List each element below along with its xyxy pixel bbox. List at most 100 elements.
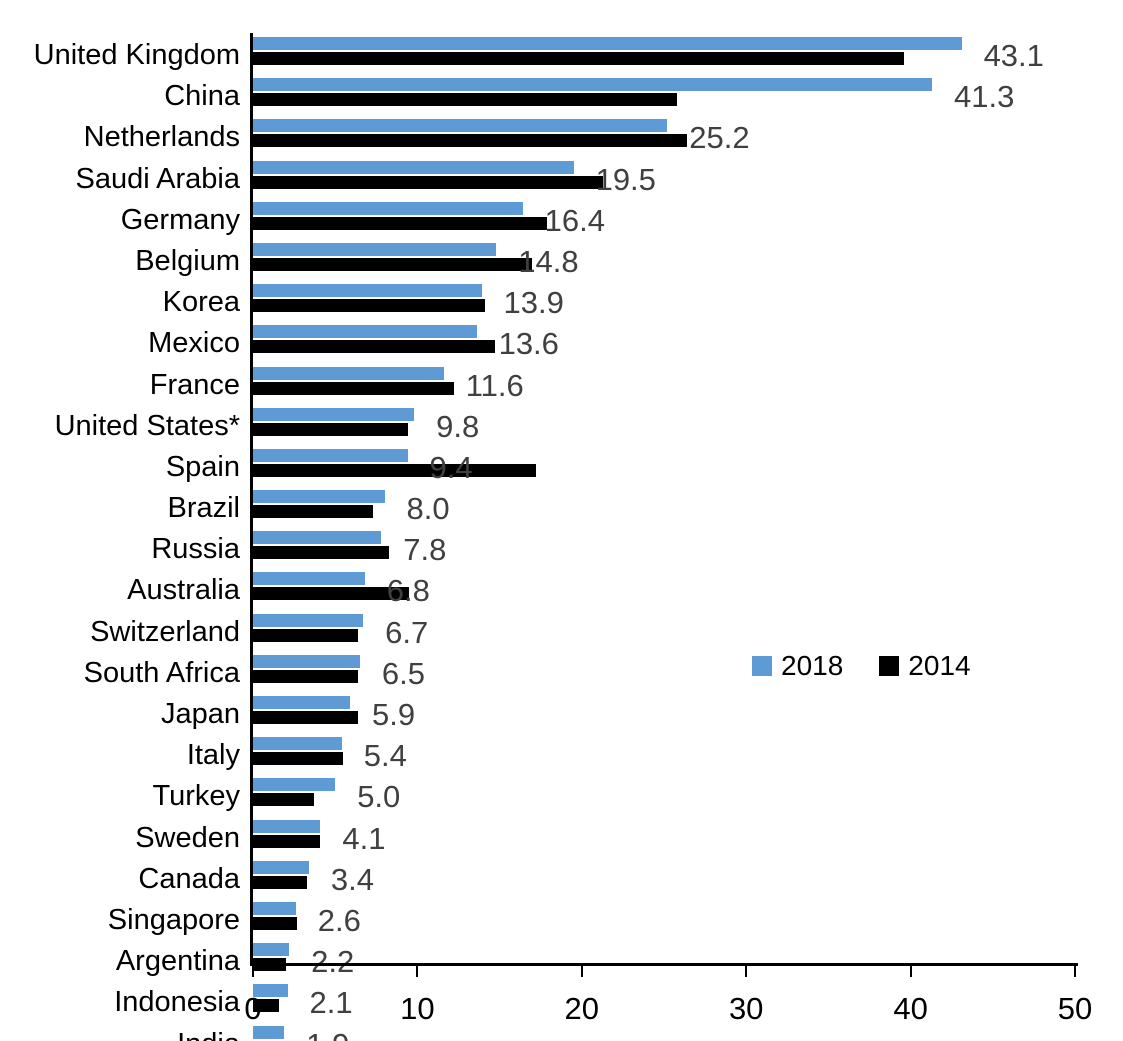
bar-2014	[253, 752, 344, 766]
value-label: 41.3	[953, 79, 1015, 115]
bar-2018	[253, 984, 288, 998]
value-label: 16.4	[544, 202, 605, 238]
bar-2018	[253, 654, 360, 668]
bar-row: Switzerland 6.7	[90, 613, 1075, 651]
x-axis-tick	[416, 966, 419, 977]
category-label: Singapore	[107, 903, 240, 936]
bar-row: Canada 3.4	[138, 860, 1075, 898]
x-axis-tick-label: 20	[564, 991, 600, 1026]
legend-label-2018: 2018	[781, 650, 844, 681]
bar-row: Saudi Arabia 19.5	[76, 160, 1075, 198]
category-label: Netherlands	[83, 121, 240, 154]
category-label: Turkey	[152, 780, 240, 813]
value-label: 2.6	[317, 902, 361, 938]
category-label: Russia	[151, 533, 240, 566]
value-label: 2.2	[311, 944, 355, 980]
plot-area: United Kingdom 43.1 China 41.3 Netherlands 25…	[34, 33, 1075, 1041]
bar-row: United States* 9.8	[55, 407, 1075, 445]
y-axis-line	[250, 33, 253, 966]
bar-2014	[253, 999, 280, 1013]
bar-row: Russia 7.8	[151, 531, 1075, 568]
bar-2018	[253, 284, 482, 298]
value-label: 6.8	[386, 573, 430, 609]
x-axis-tick	[252, 966, 254, 977]
bar-row: Netherlands 25.2	[84, 119, 1075, 156]
category-label: United Kingdom	[33, 39, 240, 71]
bar-2014	[253, 546, 390, 560]
category-label: Italy	[186, 739, 240, 772]
bar-row: Singapore 2.6	[108, 901, 1075, 939]
value-label: 5.0	[357, 779, 401, 815]
bar-2018	[253, 407, 415, 421]
x-axis-tick	[1074, 966, 1076, 977]
bar-row: Brazil 8.0	[167, 490, 1075, 527]
bar-2018	[253, 1025, 285, 1039]
value-label: 25.2	[689, 120, 750, 156]
legend-swatch-2014	[879, 656, 900, 676]
category-label: Japan	[160, 698, 240, 730]
category-label: Brazil	[167, 492, 240, 525]
bar-2018	[253, 901, 296, 915]
bar-2018	[253, 572, 365, 586]
bar-2018	[253, 943, 290, 957]
x-axis-tick	[580, 966, 583, 977]
category-label: France	[149, 368, 240, 401]
bar-row: Japan 5.9	[161, 696, 1075, 733]
category-label: Spain	[165, 450, 240, 483]
bar-2018	[253, 778, 336, 792]
x-axis-tick-label: 50	[1057, 991, 1093, 1026]
value-label: 43.1	[983, 38, 1044, 73]
value-label: 9.4	[429, 449, 473, 485]
bar-row: Sweden 4.1	[135, 819, 1075, 857]
bar-row: Turkey 5.0	[152, 778, 1075, 815]
bar-2018	[253, 490, 385, 504]
bar-2014	[253, 587, 410, 601]
bar-row: Korea 13.9	[163, 284, 1075, 321]
legend-swatch-2018	[752, 656, 772, 676]
category-label: Sweden	[135, 821, 240, 854]
category-label: Switzerland	[90, 615, 240, 648]
bar-2014	[253, 340, 495, 354]
bar-2014	[253, 134, 688, 148]
legend-item-2014: 2014	[879, 650, 971, 682]
category-label: Mexico	[148, 327, 240, 360]
bar-2014	[253, 93, 678, 107]
category-label: Korea	[162, 286, 240, 319]
bar-2018	[253, 737, 342, 751]
bar-2014	[253, 422, 408, 436]
category-label: Australia	[127, 574, 240, 607]
legend: 2018 2014	[752, 650, 971, 682]
bar-2014	[253, 711, 359, 724]
bar-2014	[253, 381, 454, 395]
bar-2014	[253, 463, 536, 477]
bar-2018	[253, 448, 408, 462]
value-label: 9.8	[436, 408, 480, 444]
value-label: 8.0	[406, 491, 450, 527]
bar-row: Italy 5.4	[187, 737, 1075, 774]
bar-2018	[253, 37, 962, 50]
bar-2018	[253, 325, 477, 339]
bar-2018	[253, 613, 364, 627]
bar-row: Germany 16.4	[121, 201, 1075, 239]
bar-row: Belgium 14.8	[135, 242, 1075, 280]
bar-2018	[253, 201, 523, 215]
x-axis-tick-label: 30	[728, 991, 764, 1026]
bar-row: Spain 9.4	[166, 448, 1075, 486]
bar-2014	[253, 257, 533, 271]
bar-2014	[253, 175, 604, 189]
value-label: 4.1	[342, 820, 386, 856]
value-label: 19.5	[595, 161, 656, 197]
bar-row: China 41.3	[164, 78, 1075, 115]
value-label: 6.5	[381, 655, 425, 691]
bar-row: Australia 6.8	[127, 572, 1075, 609]
category-label: Saudi Arabia	[75, 162, 240, 195]
bar-2014	[253, 793, 314, 807]
bar-2018	[253, 160, 574, 174]
bar-2014	[253, 299, 485, 313]
legend-label-2014: 2014	[908, 650, 971, 681]
category-label: Indonesia	[114, 986, 240, 1019]
bar-2014	[253, 216, 548, 230]
bar-2018	[253, 78, 932, 92]
x-axis-tick-label: 0	[244, 991, 262, 1026]
